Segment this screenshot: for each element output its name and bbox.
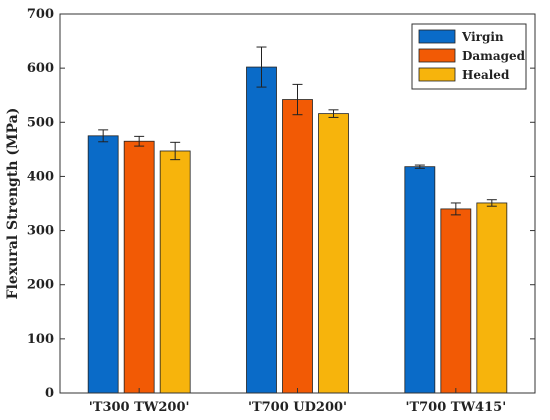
bar-healed-3: [476, 202, 508, 394]
x-tick-label: 'T700 TW415': [405, 400, 506, 415]
bar-healed-1: [159, 150, 191, 394]
error-bar: [328, 109, 339, 118]
y-tick-label: 700: [27, 7, 54, 22]
y-tick-label: 100: [27, 332, 54, 347]
error-bar: [134, 135, 145, 147]
bar-healed-2: [318, 113, 349, 394]
bar-virgin-3: [404, 166, 436, 394]
error-bar: [98, 129, 109, 143]
legend-swatch-virgin: [418, 29, 456, 44]
y-tick-label: 300: [27, 224, 54, 239]
bar-damaged-2: [282, 99, 313, 394]
y-tick-label: 600: [27, 61, 54, 76]
bar-virgin-1: [87, 135, 119, 394]
y-axis-label: Flexural Strength (MPa): [5, 108, 21, 300]
y-tick-label: 200: [27, 278, 54, 293]
legend-label-healed: Healed: [462, 68, 510, 82]
legend-swatch-healed: [418, 67, 456, 82]
error-bars-layer: [98, 46, 497, 216]
x-tick-label: 'T700 UD200': [248, 400, 347, 415]
legend-label-virgin: Virgin: [461, 30, 504, 44]
y-axis: 0 100 200 300 400 500 600 700: [27, 7, 535, 401]
y-tick-label: 0: [45, 386, 54, 401]
legend: Virgin Damaged Healed: [411, 23, 527, 90]
bar-damaged-1: [123, 140, 155, 394]
x-tick-label: 'T300 TW200': [89, 400, 190, 415]
bar-damaged-3: [440, 208, 472, 394]
legend-label-damaged: Damaged: [462, 49, 526, 63]
error-bar: [450, 202, 461, 216]
error-bar: [414, 164, 425, 169]
bar-virgin-2: [246, 66, 277, 394]
error-bar: [486, 199, 497, 207]
legend-swatch-damaged: [418, 48, 456, 63]
error-bar: [256, 46, 267, 88]
bars-layer: [87, 66, 508, 394]
error-bar: [292, 83, 303, 116]
y-tick-label: 400: [27, 169, 54, 184]
x-axis: 'T300 TW200' 'T700 UD200' 'T700 TW415': [89, 388, 506, 415]
error-bar: [170, 141, 181, 161]
y-tick-label: 500: [27, 115, 54, 130]
